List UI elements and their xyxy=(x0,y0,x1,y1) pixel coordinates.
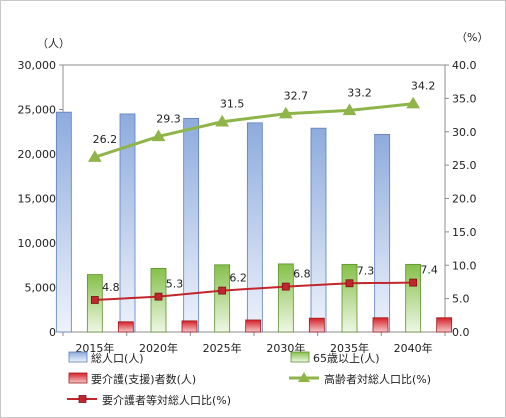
bar xyxy=(245,319,262,333)
legend-marker xyxy=(298,372,310,382)
x-tick-label: 2015年 xyxy=(75,341,114,355)
left-axis-unit: （人） xyxy=(37,37,70,50)
data-label: 5.3 xyxy=(166,278,184,291)
x-tick-label: 2035年 xyxy=(330,341,369,355)
data-label: 26.2 xyxy=(93,133,118,146)
x-tick-label: 2025年 xyxy=(203,341,242,355)
right-tick-label: 10.0 xyxy=(452,259,477,272)
data-labels: 26.2 29.3 31.5 32.7 33.2 34.2 4.8 5.3 6.2 6.8 7.3 7… xyxy=(93,80,438,294)
data-label: 7.3 xyxy=(357,264,375,277)
triangle-marker xyxy=(406,96,421,109)
left-tick-label: 25,000 xyxy=(18,104,57,117)
bar xyxy=(436,317,453,333)
right-tick-label: 15.0 xyxy=(452,226,477,239)
right-axis-unit: （%） xyxy=(456,31,488,44)
triangle-marker xyxy=(278,106,293,119)
bar xyxy=(405,263,422,333)
series-line xyxy=(94,102,414,159)
bar xyxy=(214,264,231,333)
x-tick-label: 2020年 xyxy=(139,341,178,355)
legend-label: 要介護者等対総人口比(%) xyxy=(102,393,231,407)
right-tick-label: 25.0 xyxy=(452,159,477,172)
data-label: 31.5 xyxy=(220,98,245,111)
series-line xyxy=(94,281,414,301)
left-tick-label: 20,000 xyxy=(18,148,57,161)
bar xyxy=(308,317,325,333)
left-tick-label: 15,000 xyxy=(18,193,57,206)
bar xyxy=(181,320,198,333)
axes: 0 5,000 10,000 15,000 20,000 25,000 30,000 （人） 0… xyxy=(18,31,489,355)
legend-swatch xyxy=(68,351,88,363)
right-tick-label: 30.0 xyxy=(452,126,477,139)
square-marker xyxy=(281,282,290,291)
left-tick-label: 30,000 xyxy=(18,59,57,72)
legend: 総人口(人) 65歳以上(人) 要介護(支援)者数(人) 高齢者対総人口比(%) 要介護… xyxy=(67,351,431,407)
data-label: 33.2 xyxy=(347,86,372,99)
legend-label: 総人口(人) xyxy=(91,351,144,365)
triangle-marker xyxy=(215,114,230,127)
square-marker xyxy=(409,278,418,287)
right-tick-label: 5.0 xyxy=(452,293,470,306)
legend-label: 要介護(支援)者数(人) xyxy=(91,372,196,386)
x-tick-label: 2040年 xyxy=(394,341,433,355)
square-marker xyxy=(154,292,163,301)
square-marker xyxy=(345,279,354,288)
bar xyxy=(183,118,200,333)
legend-swatch xyxy=(290,351,310,363)
data-label: 4.8 xyxy=(102,281,120,294)
data-label: 32.7 xyxy=(284,90,309,103)
left-tick-label: 0 xyxy=(49,326,56,339)
bar xyxy=(374,134,391,333)
bar xyxy=(341,263,358,333)
right-tick-label: 0.0 xyxy=(452,326,470,339)
data-label: 6.8 xyxy=(293,268,311,281)
data-label: 6.2 xyxy=(229,272,247,285)
right-tick-label: 20.0 xyxy=(452,193,477,206)
bar xyxy=(246,122,263,333)
legend-label: 65歳以上(人) xyxy=(313,352,380,365)
legend-label: 高齢者対総人口比(%) xyxy=(324,372,431,386)
bar xyxy=(277,263,294,333)
left-tick-label: 5,000 xyxy=(25,282,57,295)
triangle-marker xyxy=(87,150,102,162)
square-marker xyxy=(90,296,99,304)
bar xyxy=(117,321,134,333)
data-label: 7.4 xyxy=(420,264,438,277)
bar xyxy=(310,127,327,333)
square-marker xyxy=(218,286,227,295)
right-tick-label: 40.0 xyxy=(452,59,477,72)
x-tick-label: 2030年 xyxy=(266,341,305,355)
data-label: 29.3 xyxy=(156,112,181,125)
data-label: 34.2 xyxy=(411,80,436,93)
bar xyxy=(372,317,389,333)
right-tick-label: 35.0 xyxy=(452,92,477,105)
legend-swatch xyxy=(68,372,88,384)
left-tick-label: 10,000 xyxy=(18,237,57,250)
legend-marker xyxy=(78,395,87,403)
lines xyxy=(87,96,421,304)
bar xyxy=(55,111,72,333)
triangle-marker xyxy=(342,103,357,116)
triangle-marker xyxy=(151,129,166,142)
